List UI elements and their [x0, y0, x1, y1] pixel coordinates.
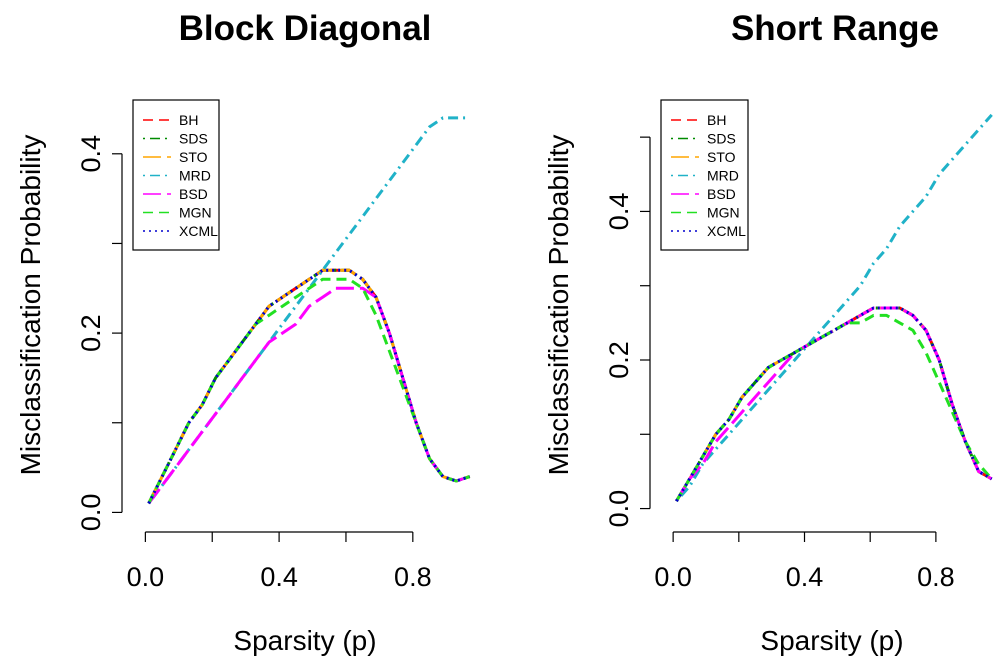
legend-label-bsd: BSD	[179, 186, 208, 202]
y-tick-label: 0.0	[76, 494, 106, 532]
series-line-xcml	[675, 306, 993, 502]
legend-label-mrd: MRD	[707, 168, 739, 184]
legend-label-mgn: MGN	[707, 205, 740, 221]
series-line-xcml	[147, 268, 471, 505]
y-tick-label: 0.2	[604, 341, 634, 379]
legend-label-sto: STO	[179, 149, 208, 165]
legend-box	[132, 99, 220, 251]
x-tick-label: 0.0	[654, 562, 692, 592]
legend-label-sds: SDS	[707, 131, 736, 147]
legend-box	[660, 99, 749, 251]
legend-label-bh: BH	[707, 112, 726, 128]
panel-1: 0.0 0.4 0.8 0.0 0.2 0.4 BH SDS STO MRD BSD MGN XCML	[76, 99, 471, 592]
y-tick-label: 0.4	[76, 135, 106, 173]
x-tick-label: 0.8	[917, 562, 955, 592]
y-tick-label: 0.0	[604, 490, 634, 528]
series-line-bh	[675, 306, 993, 502]
legend-label-sto: STO	[707, 149, 736, 165]
series-line-sto	[675, 306, 993, 502]
legend-label-bh: BH	[179, 112, 198, 128]
series-line-mgn	[147, 277, 471, 505]
x-axis: 0.0 0.4 0.8	[654, 531, 955, 592]
series-group	[675, 113, 993, 503]
y-tick-label: 0.4	[604, 193, 634, 231]
panel-1-title: Block Diagonal	[179, 9, 432, 48]
x-tick-label: 0.4	[260, 562, 298, 592]
legend: BH SDS STO MRD BSD MGN XCML	[660, 99, 749, 251]
series-line-mgn	[675, 313, 993, 502]
series-line-bsd	[675, 306, 993, 502]
legend-label-mgn: MGN	[179, 205, 212, 221]
series-line-bsd	[147, 286, 471, 505]
series-group	[147, 116, 471, 505]
y-axis: 0.0 0.2 0.4	[604, 136, 651, 528]
plot-panels: 0.0 0.4 0.80.00.20.4BHSDSSTOMRDBSDMGNXCML0…	[76, 99, 993, 592]
legend-label-xcml: XCML	[179, 223, 218, 239]
x-axis: 0.0 0.4 0.8	[127, 531, 432, 592]
x-tick-label: 0.0	[127, 562, 165, 592]
x-tick-label: 0.8	[394, 562, 432, 592]
legend: BH SDS STO MRD BSD MGN XCML	[132, 99, 220, 251]
panel-1-xlabel: Sparsity (p)	[233, 625, 376, 656]
legend-label-bsd: BSD	[707, 186, 736, 202]
x-tick-label: 0.4	[786, 562, 824, 592]
y-axis: 0.0 0.2 0.4	[76, 135, 123, 532]
panel-2-title: Short Range	[731, 9, 939, 48]
panel-2-ylabel: Misclassification Probability	[543, 135, 574, 476]
series-line-sds	[675, 306, 993, 502]
panel-1-ylabel: Misclassification Probability	[15, 135, 46, 476]
panel-2: 0.0 0.4 0.8 0.0 0.2 0.4 BH SDS STO MRD BSD MGN XCML	[604, 99, 993, 592]
y-tick-label: 0.2	[76, 314, 106, 352]
panel-2-xlabel: Sparsity (p)	[760, 625, 903, 656]
legend-label-xcml: XCML	[707, 223, 746, 239]
legend-label-mrd: MRD	[179, 168, 211, 184]
legend-label-sds: SDS	[179, 131, 208, 147]
